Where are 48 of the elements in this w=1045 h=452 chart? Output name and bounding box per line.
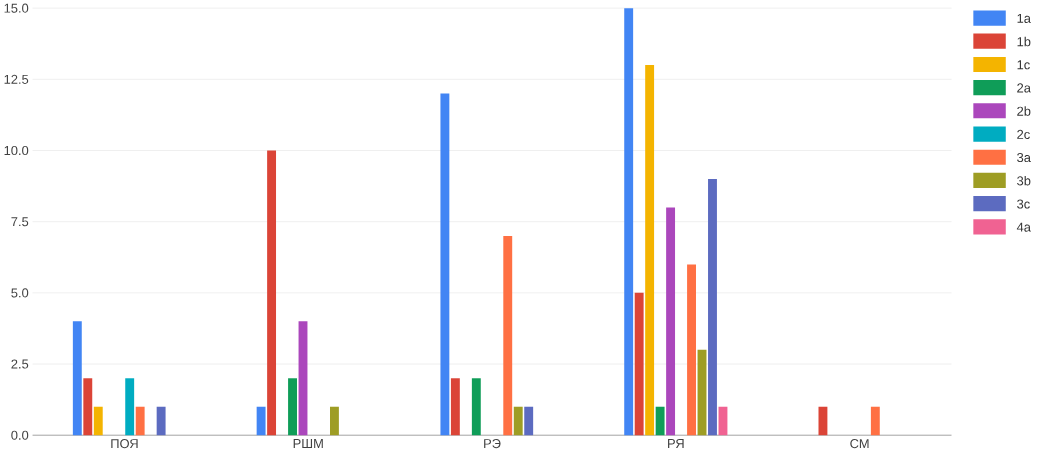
y-tick-label: 12.5 (4, 74, 29, 85)
legend-label: 2b (1017, 106, 1031, 116)
legend-label: 1b (1017, 36, 1031, 47)
bar (440, 93, 450, 436)
bar (135, 406, 145, 436)
bar (83, 378, 93, 436)
y-tick-label: 7.5 (11, 217, 29, 227)
bar (298, 321, 308, 436)
bar (288, 378, 297, 436)
bar (503, 236, 513, 436)
legend-label: 2a (1017, 83, 1031, 93)
bar (666, 207, 676, 436)
y-tick-label: 5.0 (11, 288, 29, 298)
bar (513, 406, 523, 436)
bar (471, 378, 481, 436)
bar (634, 292, 644, 436)
x-tick-label: ПОЯ (111, 439, 138, 449)
bar (125, 378, 135, 436)
legend-label: 3c (1017, 199, 1030, 209)
legend-label: 3b (1017, 176, 1031, 186)
bar (72, 321, 82, 436)
legend-label: 1a (1017, 14, 1031, 24)
x-tick-label: СМ (850, 439, 869, 449)
bar (329, 406, 339, 436)
legend-label: 1c (1017, 60, 1030, 70)
legend-label: 4a (1016, 222, 1031, 232)
y-tick-label: 2.5 (11, 359, 29, 369)
bar (645, 65, 655, 436)
bar (93, 406, 103, 436)
x-tick-label: РШМ (293, 439, 323, 449)
bar (450, 378, 460, 436)
bar (624, 8, 634, 436)
bar (267, 150, 277, 436)
x-tick-label: РЭ (484, 439, 501, 449)
legend-label: 3a (1017, 153, 1031, 163)
bar (818, 406, 828, 436)
bar (687, 264, 696, 436)
legend-label: 2c (1017, 129, 1030, 140)
bar (708, 179, 717, 436)
bar (870, 406, 880, 436)
bar (156, 406, 166, 436)
bar (655, 406, 665, 436)
y-tick-label: 15.0 (4, 3, 29, 13)
bar (256, 406, 266, 436)
bar (524, 406, 534, 436)
x-tick-label: РЯ (668, 439, 684, 449)
y-tick-label: 10.0 (4, 146, 29, 156)
y-tick-label: 0.0 (11, 430, 29, 440)
